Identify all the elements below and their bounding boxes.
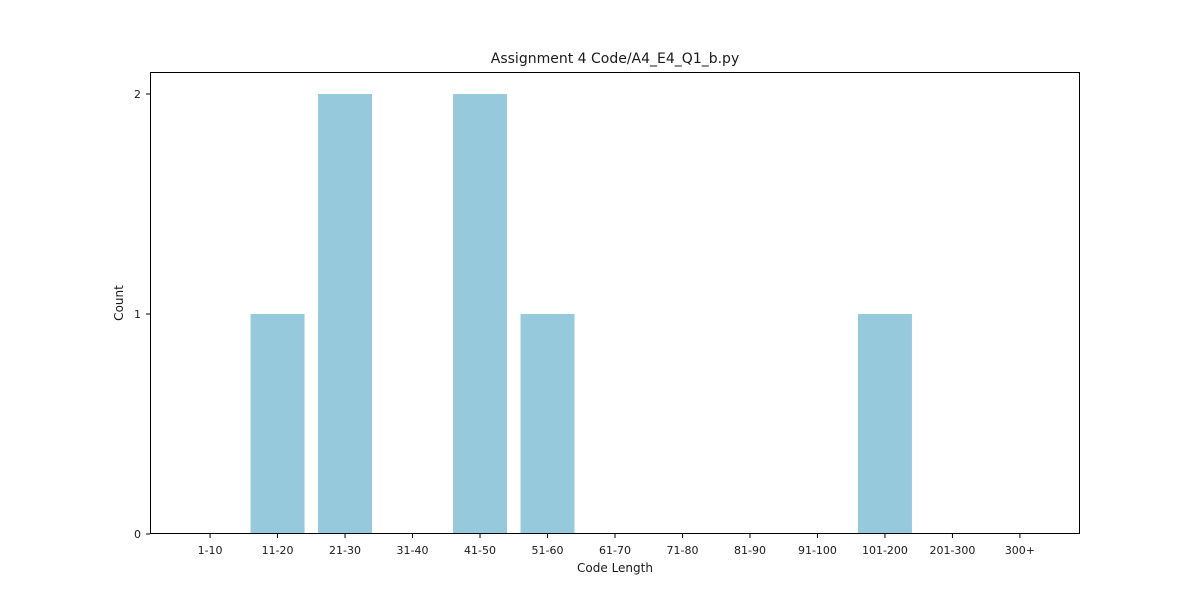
y-tick-label: 1: [134, 308, 141, 321]
x-tick-label: 31-40: [397, 544, 429, 557]
x-tick-label: 101-200: [862, 544, 908, 557]
y-axis-label: Count: [112, 285, 126, 321]
x-tick-label: 1-10: [198, 544, 223, 557]
x-axis-ticks: 1-10 11-20 21-30 31-40 41-50 51-60 61-70 71-80 8…: [198, 534, 1035, 557]
bar-11-20: [250, 314, 305, 534]
x-tick-label: 51-60: [532, 544, 564, 557]
bars-group: [250, 94, 912, 534]
bar-51-60: [520, 314, 575, 534]
bar-101-200: [857, 314, 912, 534]
plot-frame: [150, 72, 1080, 534]
x-tick-label: 201-300: [929, 544, 975, 557]
x-tick-label: 71-80: [667, 544, 699, 557]
y-tick-label: 2: [134, 88, 141, 101]
x-tick-label: 81-90: [734, 544, 766, 557]
bar-41-50: [453, 94, 508, 534]
bar-21-30: [318, 94, 373, 534]
y-tick-label: 0: [134, 528, 141, 541]
y-axis-ticks: 0 1 2: [134, 88, 150, 541]
chart-title: Assignment 4 Code/A4_E4_Q1_b.py: [491, 51, 739, 67]
x-tick-label: 91-100: [798, 544, 837, 557]
x-tick-label: 61-70: [599, 544, 631, 557]
x-tick-label: 11-20: [262, 544, 294, 557]
x-tick-label: 21-30: [329, 544, 361, 557]
x-tick-label: 41-50: [464, 544, 496, 557]
x-axis-label: Code Length: [577, 561, 653, 575]
x-tick-label: 300+: [1005, 544, 1035, 557]
